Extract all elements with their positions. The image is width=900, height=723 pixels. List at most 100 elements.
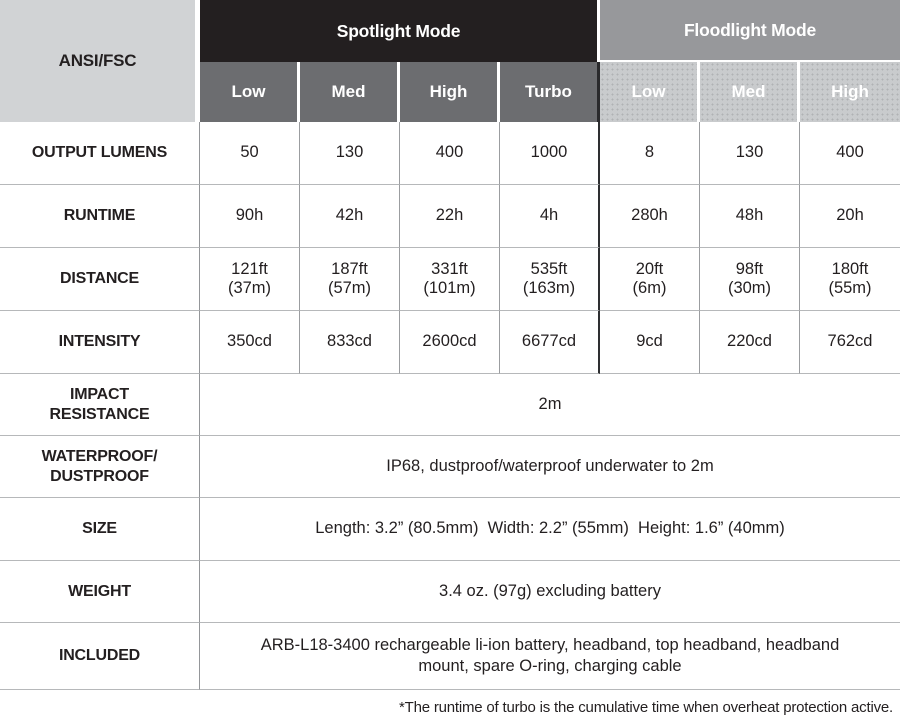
cell-runtime-flood-med: 48h bbox=[700, 185, 800, 248]
row-label-size: SIZE bbox=[0, 498, 200, 561]
cell-distance-spot-high: 331ft (101m) bbox=[400, 248, 500, 311]
cell-lumens-flood-high: 400 bbox=[800, 122, 900, 185]
cell-value: 400 bbox=[435, 143, 464, 162]
subheader-spotlight-high: High bbox=[400, 62, 500, 122]
subheader-label: Med bbox=[331, 82, 366, 101]
cell-lumens-spot-med: 130 bbox=[300, 122, 400, 185]
cell-lumens-flood-med: 130 bbox=[700, 122, 800, 185]
row-label-runtime: RUNTIME bbox=[0, 185, 200, 248]
cell-intensity-flood-med: 220cd bbox=[700, 311, 800, 374]
subheader-label: Low bbox=[231, 82, 266, 101]
cell-lumens-spot-turbo: 1000 bbox=[500, 122, 600, 185]
cell-runtime-flood-low: 280h bbox=[600, 185, 700, 248]
distance-m: (55m) bbox=[828, 279, 872, 297]
cell-included-value: ARB-L18-3400 rechargeable li-ion battery… bbox=[200, 623, 900, 690]
cell-value: 22h bbox=[435, 206, 464, 225]
cell-value: 8 bbox=[644, 143, 655, 162]
row-label-intensity: INTENSITY bbox=[0, 311, 200, 374]
cell-value: IP68, dustproof/waterproof underwater to… bbox=[386, 456, 714, 475]
cell-intensity-spot-high: 2600cd bbox=[400, 311, 500, 374]
spotlight-mode-title: Spotlight Mode bbox=[336, 20, 461, 41]
subheader-floodlight-high: High bbox=[800, 62, 900, 122]
row-label-text: IMPACT bbox=[70, 386, 129, 404]
row-label-text: RESISTANCE bbox=[49, 405, 150, 423]
cell-value: ARB-L18-3400 rechargeable li-ion battery… bbox=[260, 635, 840, 675]
cell-intensity-spot-med: 833cd bbox=[300, 311, 400, 374]
cell-runtime-spot-high: 22h bbox=[400, 185, 500, 248]
cell-value: 1000 bbox=[530, 143, 568, 162]
cell-intensity-flood-high: 762cd bbox=[800, 311, 900, 374]
subheader-floodlight-med: Med bbox=[700, 62, 800, 122]
distance-ft: 121ft bbox=[231, 259, 268, 278]
cell-impact-resistance-value: 2m bbox=[200, 374, 900, 436]
cell-distance-flood-low: 20ft (6m) bbox=[600, 248, 700, 311]
cell-value: 9cd bbox=[636, 332, 663, 351]
cell-value: 20h bbox=[836, 206, 864, 225]
cell-intensity-spot-low: 350cd bbox=[200, 311, 300, 374]
cell-runtime-spot-low: 90h bbox=[200, 185, 300, 248]
spec-table: ANSI/FSC Spotlight Mode Floodlight Mode … bbox=[0, 0, 900, 690]
floodlight-mode-header: Floodlight Mode bbox=[600, 0, 900, 62]
cell-value: 220cd bbox=[727, 332, 772, 351]
cell-runtime-spot-turbo: 4h bbox=[500, 185, 600, 248]
row-label-text: RUNTIME bbox=[63, 207, 136, 225]
cell-value: 833cd bbox=[327, 332, 372, 351]
cell-runtime-flood-high: 20h bbox=[800, 185, 900, 248]
cell-value: 90h bbox=[235, 206, 264, 225]
row-label-text: DUSTPROOF bbox=[50, 467, 149, 485]
cell-runtime-spot-med: 42h bbox=[300, 185, 400, 248]
turbo-runtime-footnote: *The runtime of turbo is the cumulative … bbox=[0, 690, 900, 723]
distance-ft: 535ft bbox=[530, 259, 568, 278]
cell-value: 350cd bbox=[227, 332, 272, 351]
cell-lumens-spot-low: 50 bbox=[200, 122, 300, 185]
cell-value: 130 bbox=[735, 143, 764, 162]
row-label-text: INCLUDED bbox=[58, 647, 141, 665]
spotlight-mode-header: Spotlight Mode bbox=[200, 0, 600, 62]
subheader-label: Low bbox=[631, 82, 666, 101]
cell-weight-value: 3.4 oz. (97g) excluding battery bbox=[200, 561, 900, 623]
distance-ft: 20ft bbox=[635, 259, 664, 278]
cell-value: 2600cd bbox=[422, 332, 477, 351]
cell-value: 280h bbox=[631, 206, 668, 225]
row-label-text: INTENSITY bbox=[58, 333, 141, 351]
cell-intensity-flood-low: 9cd bbox=[600, 311, 700, 374]
cell-value: 50 bbox=[240, 143, 259, 162]
row-label-text: WATERPROOF/ bbox=[41, 448, 158, 466]
cell-distance-spot-med: 187ft (57m) bbox=[300, 248, 400, 311]
row-label-distance: DISTANCE bbox=[0, 248, 200, 311]
cell-value: 42h bbox=[335, 206, 364, 225]
distance-ft: 331ft bbox=[431, 259, 468, 278]
subheader-spotlight-low: Low bbox=[200, 62, 300, 122]
cell-size-value: Length: 3.2” (80.5mm) Width: 2.2” (55mm)… bbox=[200, 498, 900, 561]
row-label-waterproof-dustproof: WATERPROOF/ DUSTPROOF bbox=[0, 436, 200, 498]
row-label-text: OUTPUT LUMENS bbox=[31, 144, 168, 162]
subheader-label: Med bbox=[731, 82, 766, 101]
distance-m: (6m) bbox=[632, 279, 667, 297]
distance-ft: 180ft bbox=[831, 259, 869, 278]
distance-m: (57m) bbox=[327, 279, 372, 297]
corner-header-ansi-fsc: ANSI/FSC bbox=[0, 0, 200, 122]
cell-distance-flood-high: 180ft (55m) bbox=[800, 248, 900, 311]
row-label-weight: WEIGHT bbox=[0, 561, 200, 623]
cell-distance-spot-low: 121ft (37m) bbox=[200, 248, 300, 311]
row-label-text: SIZE bbox=[82, 520, 117, 538]
cell-distance-spot-turbo: 535ft (163m) bbox=[500, 248, 600, 311]
cell-waterproof-value: IP68, dustproof/waterproof underwater to… bbox=[200, 436, 900, 498]
distance-ft: 187ft bbox=[331, 259, 368, 278]
cell-value: 6677cd bbox=[521, 332, 577, 351]
row-label-included: INCLUDED bbox=[0, 623, 200, 690]
distance-ft: 98ft bbox=[735, 259, 764, 278]
cell-value: 4h bbox=[539, 206, 559, 225]
cell-value: 762cd bbox=[827, 332, 873, 351]
subheader-label: Turbo bbox=[525, 82, 572, 101]
floodlight-mode-title: Floodlight Mode bbox=[683, 19, 817, 40]
subheader-spotlight-med: Med bbox=[300, 62, 400, 122]
cell-intensity-spot-turbo: 6677cd bbox=[500, 311, 600, 374]
cell-value: 2m bbox=[538, 394, 562, 413]
row-label-output-lumens: OUTPUT LUMENS bbox=[0, 122, 200, 185]
cell-value: 400 bbox=[836, 143, 864, 162]
cell-value: 48h bbox=[735, 206, 764, 225]
distance-m: (101m) bbox=[423, 279, 476, 297]
footnote-text: *The runtime of turbo is the cumulative … bbox=[398, 699, 893, 716]
